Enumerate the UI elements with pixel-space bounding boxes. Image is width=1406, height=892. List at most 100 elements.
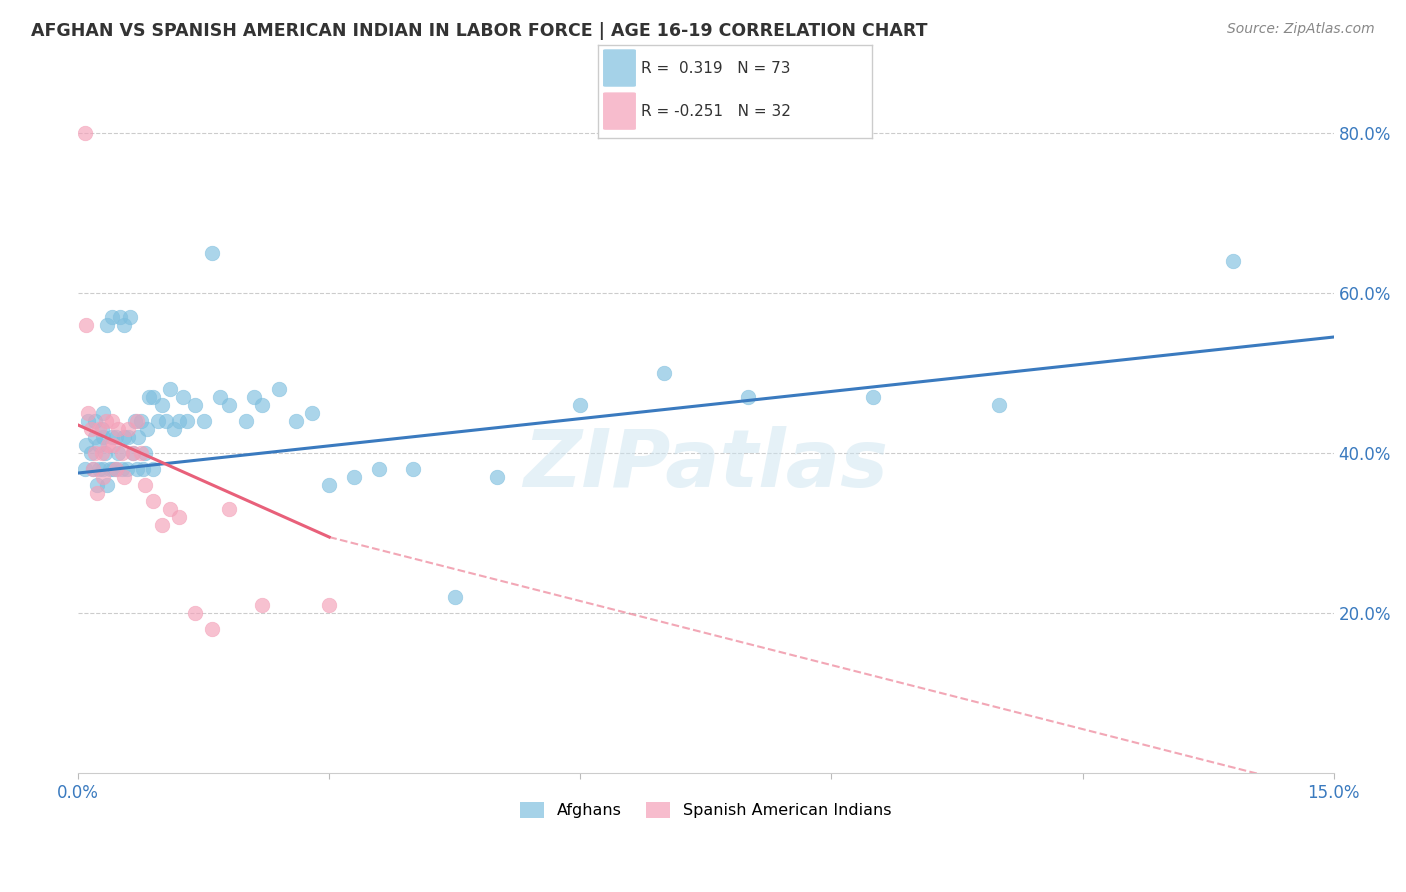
Point <box>184 398 207 412</box>
Point <box>76 318 98 332</box>
Point <box>86 478 108 492</box>
Point <box>402 462 425 476</box>
Point <box>100 430 122 444</box>
Point <box>87 422 110 436</box>
Point <box>201 622 224 636</box>
Point <box>184 606 207 620</box>
Point <box>107 446 129 460</box>
Point <box>987 398 1010 412</box>
Point <box>142 462 165 476</box>
Point <box>125 414 148 428</box>
Point <box>443 590 465 604</box>
Point <box>111 462 134 476</box>
Point <box>115 462 138 476</box>
Point <box>243 390 266 404</box>
Text: ZIPatlas: ZIPatlas <box>523 426 889 504</box>
Point <box>142 390 165 404</box>
Point <box>318 478 340 492</box>
Point <box>117 430 139 444</box>
Point <box>90 446 112 460</box>
Point <box>218 502 240 516</box>
Point <box>201 246 224 260</box>
Point <box>159 502 181 516</box>
Point <box>193 414 215 428</box>
Point <box>163 422 186 436</box>
Point <box>112 318 135 332</box>
Point <box>176 414 198 428</box>
FancyBboxPatch shape <box>603 93 636 130</box>
Point <box>103 462 125 476</box>
Point <box>111 446 134 460</box>
Point <box>73 126 96 140</box>
Point <box>73 462 96 476</box>
Point <box>252 398 274 412</box>
Text: R =  0.319   N = 73: R = 0.319 N = 73 <box>641 61 792 76</box>
Point <box>97 438 120 452</box>
Point <box>343 470 366 484</box>
Point <box>172 390 194 404</box>
Point <box>267 382 290 396</box>
Point <box>83 430 105 444</box>
Point <box>96 318 118 332</box>
Point <box>112 470 135 484</box>
Point <box>79 446 101 460</box>
Point <box>125 462 148 476</box>
Point <box>83 414 105 428</box>
Point <box>134 478 156 492</box>
Point <box>83 446 105 460</box>
Point <box>76 438 98 452</box>
Point <box>135 422 157 436</box>
Point <box>167 414 190 428</box>
Point <box>284 414 307 428</box>
Point <box>209 390 232 404</box>
Point <box>138 390 160 404</box>
Point <box>142 494 165 508</box>
Point <box>82 462 104 476</box>
Point <box>368 462 391 476</box>
Point <box>87 438 110 452</box>
Point <box>98 462 121 476</box>
Point <box>159 382 181 396</box>
Point <box>91 462 114 476</box>
Point <box>301 406 323 420</box>
Point <box>77 406 100 420</box>
Point <box>252 598 274 612</box>
Text: R = -0.251   N = 32: R = -0.251 N = 32 <box>641 103 792 119</box>
Point <box>146 414 169 428</box>
Point <box>737 390 759 404</box>
Point <box>129 414 152 428</box>
Text: Source: ZipAtlas.com: Source: ZipAtlas.com <box>1227 22 1375 37</box>
Point <box>107 422 129 436</box>
Point <box>90 422 112 436</box>
Text: AFGHAN VS SPANISH AMERICAN INDIAN IN LABOR FORCE | AGE 16-19 CORRELATION CHART: AFGHAN VS SPANISH AMERICAN INDIAN IN LAB… <box>31 22 928 40</box>
Point <box>100 310 122 324</box>
Point <box>132 462 155 476</box>
Point <box>100 414 122 428</box>
Point <box>129 446 152 460</box>
Point <box>112 430 135 444</box>
FancyBboxPatch shape <box>603 49 636 87</box>
Point <box>103 438 125 452</box>
Point <box>1222 254 1244 268</box>
Point <box>77 414 100 428</box>
Point <box>87 462 110 476</box>
Point <box>82 462 104 476</box>
Point <box>94 414 117 428</box>
Point <box>150 518 173 533</box>
Point <box>86 486 108 500</box>
Point <box>91 406 114 420</box>
Point <box>96 478 118 492</box>
Point <box>318 598 340 612</box>
Point <box>652 366 675 380</box>
Point <box>117 422 139 436</box>
Point <box>235 414 257 428</box>
Point <box>108 310 131 324</box>
Point <box>127 430 149 444</box>
Point <box>121 446 143 460</box>
Point <box>155 414 177 428</box>
Point <box>167 510 190 524</box>
Legend: Afghans, Spanish American Indians: Afghans, Spanish American Indians <box>515 796 897 824</box>
Point <box>485 470 508 484</box>
Point <box>218 398 240 412</box>
Point <box>91 470 114 484</box>
